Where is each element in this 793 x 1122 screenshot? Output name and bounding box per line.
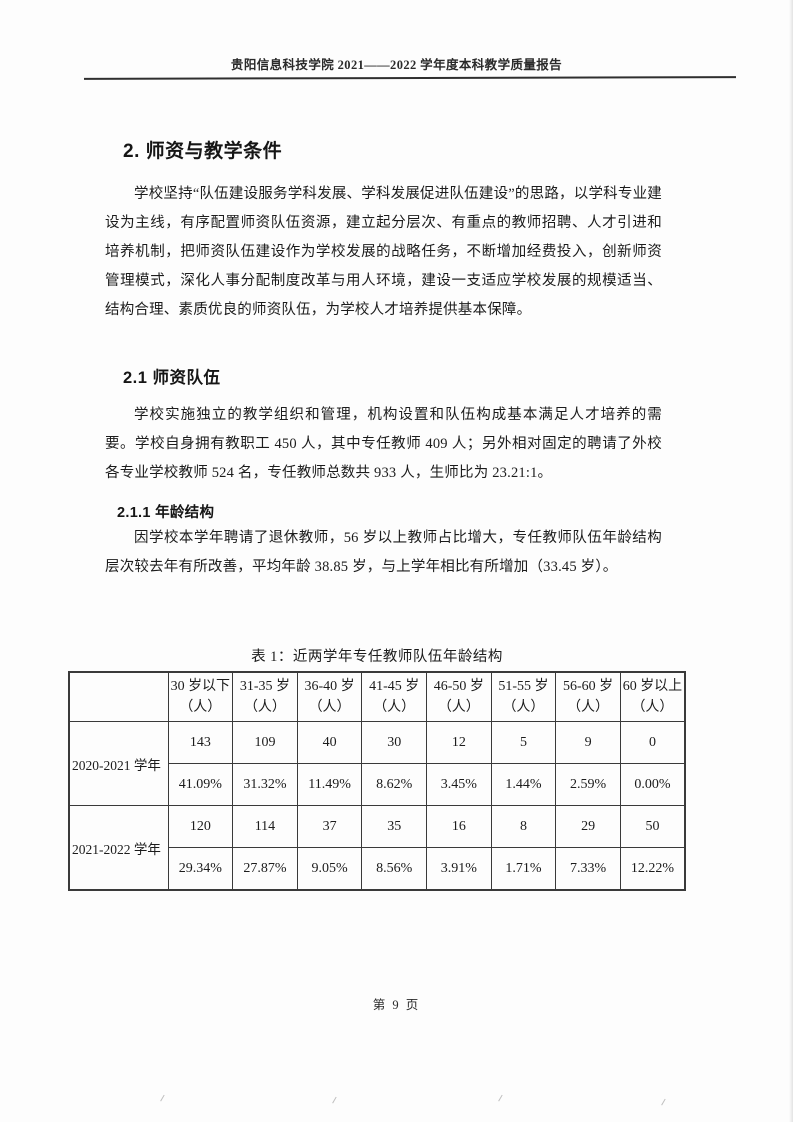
table-row-counts-2021-2022: 2021-2022 学年 120 114 37 35 16 8 29 50 (68, 805, 686, 891)
percent-cell: 8.56% (361, 847, 427, 891)
percent-cell: 2.59% (555, 763, 621, 806)
column-header: 31-35 岁（人） (232, 671, 298, 722)
year-label: 2021-2022 学年 (68, 805, 169, 891)
percent-cell: 12.22% (619, 847, 686, 891)
column-header: 60 岁以上（人） (619, 671, 686, 722)
count-cell: 5 (490, 721, 557, 764)
table-row-percents-2021-2022: 29.34% 27.87% 9.05% 8.56% 3.91% 1.71% 7.… (69, 847, 686, 891)
count-cell: 50 (619, 805, 686, 848)
scan-artifact (156, 1093, 165, 1102)
percent-cell: 3.91% (426, 847, 492, 891)
percent-cell: 9.05% (296, 847, 363, 891)
column-header: 36-40 岁（人） (296, 671, 363, 722)
count-cell: 30 (361, 721, 427, 764)
paragraph-faculty-overview: 学校实施独立的教学组织和管理，机构设置和队伍构成基本满足人才培养的需要。学校自身… (105, 407, 662, 481)
scan-edge-shadow (789, 0, 793, 1122)
section-heading-2: 2.1 师资队伍 (123, 369, 221, 387)
count-cell: 37 (296, 805, 363, 848)
scan-artifact (328, 1095, 337, 1104)
count-cell: 16 (426, 805, 492, 848)
paragraph-teaching-conditions: 学校坚持“队伍建设服务学科发展、学科发展促进队伍建设”的思路，以学科专业建设为主… (105, 186, 662, 318)
header-rule (83, 76, 737, 80)
page-number: 第 9 页 (372, 998, 421, 1012)
count-cell: 40 (296, 721, 363, 764)
table-row-counts-2020-2021: 2020-2021 学年 143 109 40 30 12 5 9 0 (68, 721, 686, 806)
count-cell: 12 (426, 721, 492, 764)
corner-cell (68, 671, 169, 722)
percent-cell: 11.49% (296, 763, 363, 806)
column-header: 30 岁以下（人） (167, 671, 234, 722)
count-cell: 120 (167, 805, 234, 848)
age-structure-table: 30 岁以下（人） 31-35 岁（人） 36-40 岁（人） 41-45 岁（… (68, 671, 686, 891)
percent-cell: 8.62% (361, 763, 427, 806)
column-header: 56-60 岁（人） (555, 671, 621, 722)
table-row-percents-2020-2021: 41.09% 31.32% 11.49% 8.62% 3.45% 1.44% 2… (69, 763, 686, 806)
column-header: 51-55 岁（人） (490, 671, 557, 722)
year-label: 2020-2021 学年 (68, 721, 169, 806)
scan-artifact (494, 1093, 503, 1102)
running-header: 贵阳信息科技学院 2021——2022 学年度本科教学质量报告 (230, 58, 563, 72)
section-heading-3: 2.1.1 年龄结构 (117, 505, 215, 521)
percent-cell: 0.00% (619, 763, 686, 806)
table-header-row: 30 岁以下（人） 31-35 岁（人） 36-40 岁（人） 41-45 岁（… (68, 671, 686, 722)
percent-cell: 7.33% (555, 847, 621, 891)
percent-cell: 1.44% (490, 763, 557, 806)
count-cell: 35 (361, 805, 427, 848)
percent-cell: 3.45% (426, 763, 492, 806)
table-caption: 表 1：近两学年专任教师队伍年龄结构 (251, 649, 503, 665)
count-cell: 9 (555, 721, 621, 764)
scan-artifact (657, 1097, 666, 1106)
paragraph-age-structure: 因学校本学年聘请了退休教师，56 岁以上教师占比增大，专任教师队伍年龄结构层次较… (105, 530, 662, 575)
column-header: 46-50 岁（人） (426, 671, 492, 722)
percent-cell: 29.34% (167, 847, 234, 891)
count-cell: 8 (490, 805, 557, 848)
count-cell: 29 (555, 805, 621, 848)
percent-cell: 41.09% (167, 763, 234, 806)
count-cell: 0 (619, 721, 686, 764)
section-heading-1: 2. 师资与教学条件 (123, 141, 283, 162)
count-cell: 114 (232, 805, 298, 848)
percent-cell: 27.87% (232, 847, 298, 891)
column-header: 41-45 岁（人） (361, 671, 427, 722)
percent-cell: 31.32% (232, 763, 298, 806)
count-cell: 109 (232, 721, 298, 764)
percent-cell: 1.71% (490, 847, 557, 891)
count-cell: 143 (167, 721, 234, 764)
